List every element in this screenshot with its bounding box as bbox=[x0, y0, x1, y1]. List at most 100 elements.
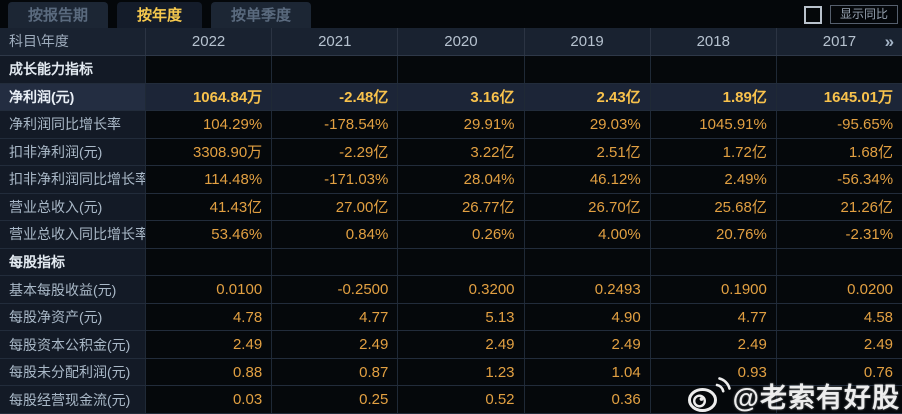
row-label: 成长能力指标 bbox=[0, 56, 145, 83]
cell-2017: 1.68亿 bbox=[775, 138, 902, 166]
tab-annual[interactable]: 按年度 bbox=[117, 2, 203, 28]
row-label: 净利润(元) bbox=[0, 83, 145, 111]
section-row[interactable]: 成长能力指标 bbox=[0, 56, 902, 84]
table-body: 成长能力指标 净利润(元) 1064.84万 -2.48亿 3.16亿 2.43亿 1.89… bbox=[0, 56, 902, 414]
year-header-2022: 2022 bbox=[145, 28, 271, 55]
cell-2018: 1.72亿 bbox=[649, 138, 776, 166]
cell-2020: 26.77亿 bbox=[397, 193, 524, 221]
yoy-checkbox[interactable] bbox=[803, 5, 822, 24]
table-row[interactable]: 每股净资产(元) 4.78 4.77 5.13 4.90 4.77 4.58 bbox=[0, 303, 902, 332]
cell-2018: 0.1900 bbox=[649, 276, 776, 303]
cell-2020: 0.3200 bbox=[397, 276, 524, 303]
row-label: 基本每股收益(元) bbox=[0, 276, 145, 303]
cell-2018 bbox=[649, 386, 776, 413]
cell-2018: 20.76% bbox=[649, 221, 776, 248]
cell-2020: 0.52 bbox=[397, 386, 524, 413]
cell-2021: 0.87 bbox=[271, 358, 398, 386]
cell-2022 bbox=[145, 56, 272, 83]
cell-2018: 1.89亿 bbox=[649, 83, 776, 111]
cell-2020: 3.22亿 bbox=[397, 138, 524, 166]
cell-2020 bbox=[397, 248, 524, 276]
cell-2020: 28.04% bbox=[397, 166, 524, 193]
row-label: 扣非净利润同比增长率 bbox=[0, 166, 145, 193]
year-header-2017: 2017» bbox=[775, 28, 902, 55]
table-row[interactable]: 净利润同比增长率 104.29% -178.54% 29.91% 29.03% 1045.… bbox=[0, 111, 902, 139]
tab-single-quarter[interactable]: 按单季度 bbox=[211, 2, 312, 28]
cell-2018 bbox=[649, 248, 776, 276]
row-label: 每股未分配利润(元) bbox=[0, 358, 145, 386]
table-row[interactable]: 净利润(元) 1064.84万 -2.48亿 3.16亿 2.43亿 1.89亿 1645.… bbox=[0, 83, 902, 112]
financials-table: 科目\年度 2022 2021 2020 2019 2018 2017» 成长能力指标 净利润… bbox=[0, 28, 902, 414]
cell-2017: 0.76 bbox=[775, 358, 902, 386]
tab-report-period[interactable]: 按报告期 bbox=[8, 2, 109, 28]
table-header-row: 科目\年度 2022 2021 2020 2019 2018 2017» bbox=[0, 28, 902, 56]
cell-2017: 21.26亿 bbox=[775, 193, 902, 221]
yoy-toggle[interactable]: 显示同比 bbox=[803, 5, 898, 24]
more-years-chevron-icon[interactable]: » bbox=[884, 32, 895, 51]
cell-2018: 2.49 bbox=[649, 331, 776, 358]
table-row[interactable]: 每股经营现金流(元) 0.03 0.25 0.52 0.36 bbox=[0, 386, 902, 414]
table-row[interactable]: 每股未分配利润(元) 0.88 0.87 1.23 1.04 0.93 0.76 bbox=[0, 358, 902, 387]
table-row[interactable]: 营业总收入同比增长率 53.46% 0.84% 0.26% 4.00% 20.76% -2.… bbox=[0, 221, 902, 249]
section-row[interactable]: 每股指标 bbox=[0, 248, 902, 277]
table-row[interactable]: 基本每股收益(元) 0.0100 -0.2500 0.3200 0.2493 0.1900… bbox=[0, 276, 902, 304]
cell-2020 bbox=[397, 56, 524, 83]
cell-2019: 4.90 bbox=[523, 303, 650, 331]
row-label: 净利润同比增长率 bbox=[0, 111, 145, 138]
cell-2019: 0.36 bbox=[523, 386, 650, 413]
table-row[interactable]: 扣非净利润(元) 3308.90万 -2.29亿 3.22亿 2.51亿 1.72亿 1.6… bbox=[0, 138, 902, 167]
period-tabs: 按报告期 按年度 按单季度 bbox=[0, 2, 320, 28]
year-header-2021: 2021 bbox=[271, 28, 397, 55]
cell-2021: 0.25 bbox=[271, 386, 398, 413]
cell-2017 bbox=[775, 56, 902, 83]
cell-2018: 2.49% bbox=[649, 166, 776, 193]
table-row[interactable]: 每股资本公积金(元) 2.49 2.49 2.49 2.49 2.49 2.49 bbox=[0, 331, 902, 359]
yoy-toggle-label: 显示同比 bbox=[829, 5, 898, 24]
cell-2021: -2.29亿 bbox=[271, 138, 398, 166]
table-row[interactable]: 营业总收入(元) 41.43亿 27.00亿 26.77亿 26.70亿 25.68亿 21… bbox=[0, 193, 902, 222]
cell-2017: -95.65% bbox=[775, 111, 902, 138]
cell-2020: 0.26% bbox=[397, 221, 524, 248]
cell-2017: 0.0200 bbox=[775, 276, 902, 303]
cell-2021: -2.48亿 bbox=[271, 83, 398, 111]
cell-2021: 0.84% bbox=[271, 221, 398, 248]
cell-2020: 3.16亿 bbox=[397, 83, 524, 111]
cell-2022: 104.29% bbox=[145, 111, 272, 138]
year-header-2019: 2019 bbox=[523, 28, 650, 55]
cell-2019: 0.2493 bbox=[523, 276, 650, 303]
cell-2022: 3308.90万 bbox=[145, 138, 272, 166]
cell-2019: 4.00% bbox=[523, 221, 650, 248]
cell-2018: 1045.91% bbox=[649, 111, 776, 138]
cell-2017: 4.58 bbox=[775, 303, 902, 331]
cell-2021: -171.03% bbox=[271, 166, 398, 193]
year-header-2018: 2018 bbox=[649, 28, 776, 55]
cell-2021: 2.49 bbox=[271, 331, 398, 358]
cell-2020: 1.23 bbox=[397, 358, 524, 386]
cell-2020: 5.13 bbox=[397, 303, 524, 331]
cell-2022 bbox=[145, 248, 272, 276]
cell-2019: 46.12% bbox=[523, 166, 650, 193]
table-corner-label: 科目\年度 bbox=[9, 33, 69, 49]
year-header-2020: 2020 bbox=[397, 28, 523, 55]
cell-2017 bbox=[775, 248, 902, 276]
row-label: 每股指标 bbox=[0, 248, 145, 276]
cell-2022: 0.88 bbox=[145, 358, 272, 386]
cell-2022: 0.03 bbox=[145, 386, 272, 413]
row-label: 营业总收入同比增长率 bbox=[0, 221, 145, 248]
cell-2022: 41.43亿 bbox=[145, 193, 272, 221]
row-label: 每股净资产(元) bbox=[0, 303, 145, 331]
cell-2019 bbox=[523, 248, 650, 276]
cell-2018: 4.77 bbox=[649, 303, 776, 331]
period-tabbar: 按报告期 按年度 按单季度 显示同比 bbox=[0, 0, 902, 28]
cell-2017: -2.31% bbox=[775, 221, 902, 248]
row-label: 扣非净利润(元) bbox=[0, 138, 145, 166]
table-row[interactable]: 扣非净利润同比增长率 114.48% -171.03% 28.04% 46.12% 2.4… bbox=[0, 166, 902, 194]
cell-2017: 1645.01万 bbox=[775, 83, 902, 111]
cell-2019: 2.51亿 bbox=[523, 138, 650, 166]
cell-2022: 53.46% bbox=[145, 221, 272, 248]
cell-2022: 1064.84万 bbox=[145, 83, 272, 111]
cell-2022: 2.49 bbox=[145, 331, 272, 358]
cell-2019: 2.43亿 bbox=[523, 83, 650, 111]
cell-2019: 29.03% bbox=[523, 111, 650, 138]
cell-2022: 114.48% bbox=[145, 166, 272, 193]
